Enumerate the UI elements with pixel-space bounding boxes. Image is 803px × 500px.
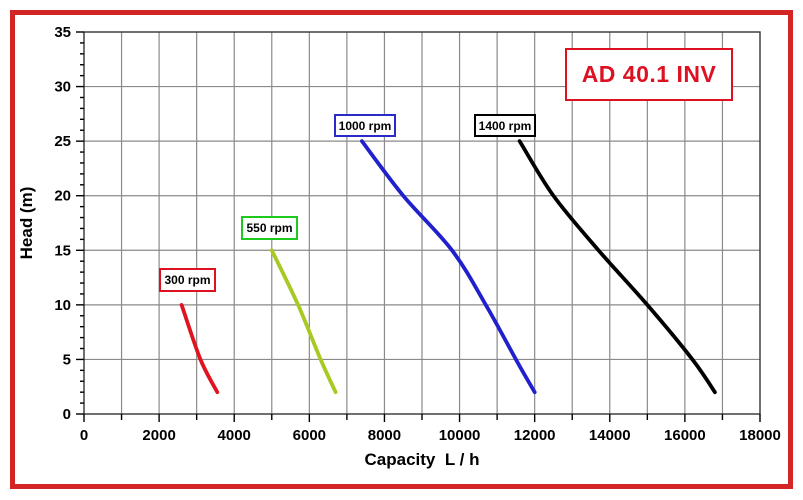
svg-text:2000: 2000 [142,427,175,444]
svg-text:0: 0 [80,427,88,444]
curve-550-rpm [269,248,338,395]
svg-text:10: 10 [54,297,71,314]
curve-300-rpm [179,303,220,395]
series-label-300-rpm: 300 rpm [159,268,216,292]
svg-text:5: 5 [63,351,71,368]
svg-text:4000: 4000 [218,427,251,444]
svg-text:0: 0 [63,406,71,423]
svg-text:35: 35 [54,24,71,41]
svg-text:8000: 8000 [368,427,401,444]
outer-frame [10,10,793,489]
series-label-1000-rpm: 1000 rpm [334,114,396,137]
svg-text:18000: 18000 [739,427,781,444]
svg-text:30: 30 [54,79,71,96]
curves [179,139,717,395]
curve-1000-rpm [360,139,537,395]
svg-text:6000: 6000 [293,427,326,444]
chart-title-box: AD 40.1 INV [565,48,733,101]
svg-text:15: 15 [54,242,71,259]
svg-text:12000: 12000 [514,427,556,444]
axis-ticks [76,31,761,422]
chart-title: AD 40.1 INV [581,61,717,87]
curve-1400-rpm [517,139,717,395]
svg-text:25: 25 [54,133,71,150]
series-label-550-rpm: 550 rpm [241,216,298,240]
y-axis-title: Head (m) [17,186,36,260]
svg-text:20: 20 [54,188,71,205]
svg-text:14000: 14000 [589,427,631,444]
series-label-1400-rpm: 1400 rpm [474,114,536,137]
svg-text:16000: 16000 [664,427,706,444]
y-tick-labels: 0 5 10 15 20 25 30 35 [54,24,71,423]
x-tick-labels: 0 2000 4000 6000 8000 10000 12000 14000 16000 180… [80,427,781,444]
x-axis-title: Capacity L / h [364,450,480,469]
svg-text:10000: 10000 [439,427,481,444]
